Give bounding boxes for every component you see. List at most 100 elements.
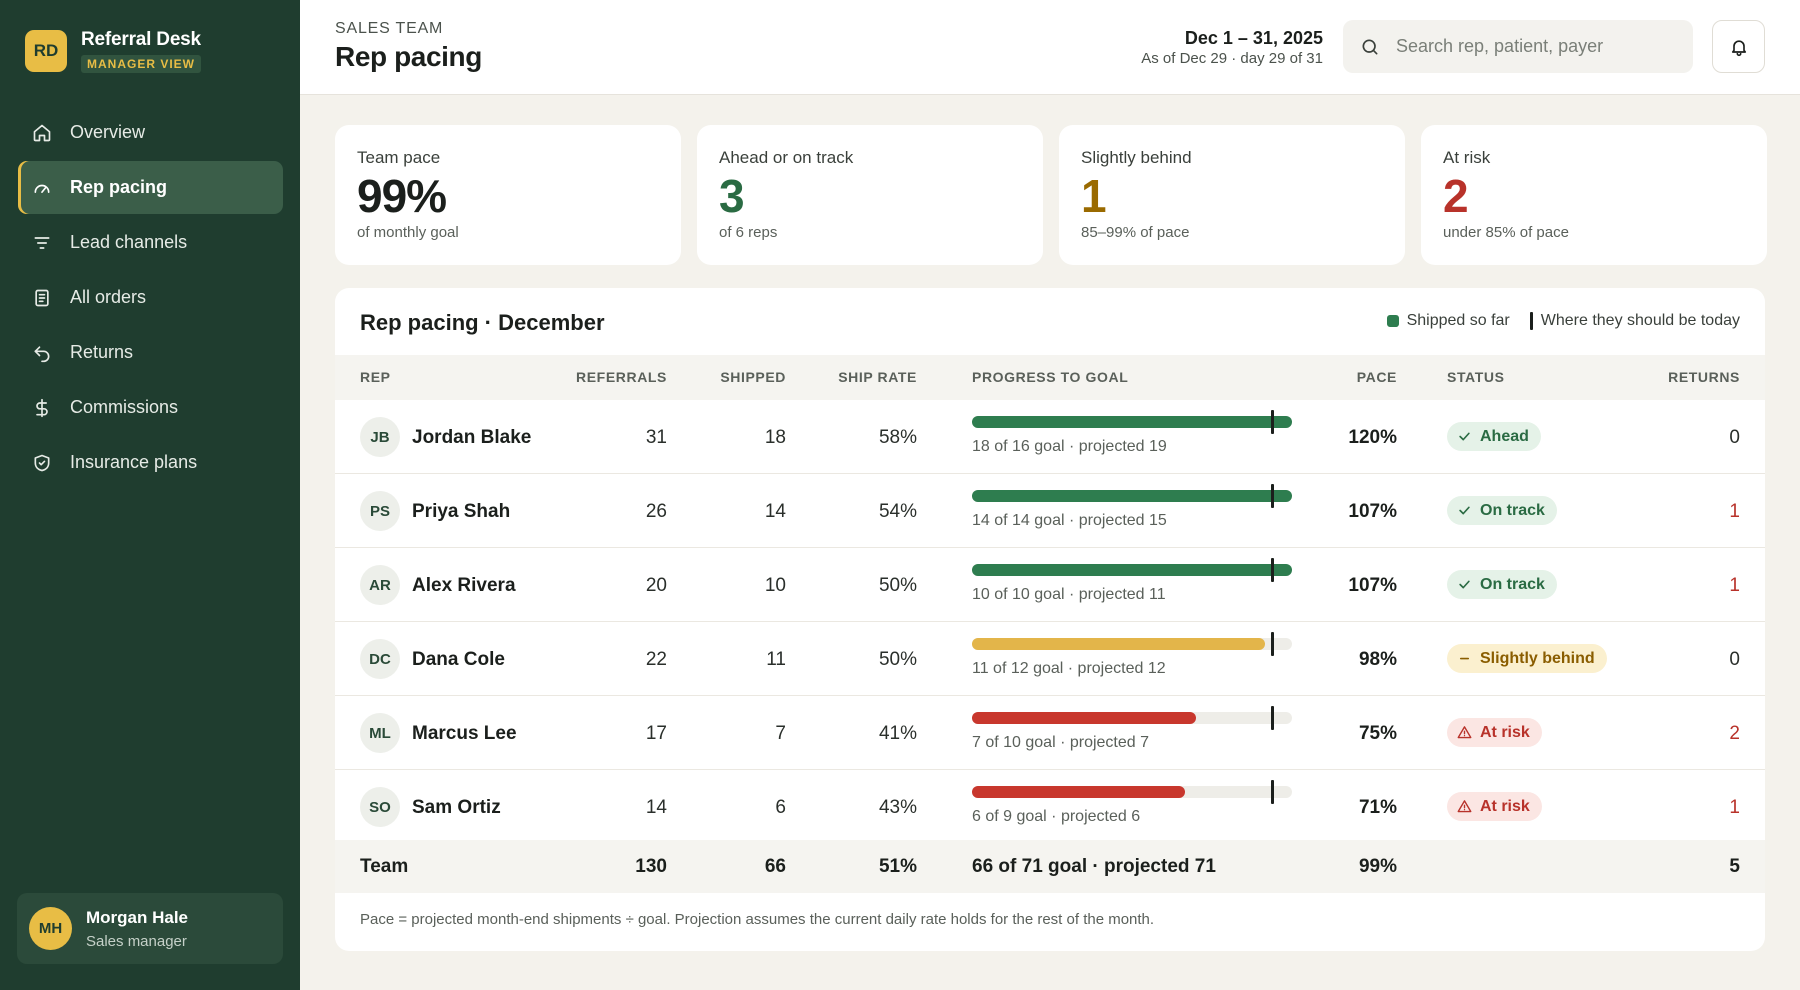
sidebar-item-insurance-plans[interactable]: Insurance plans xyxy=(18,436,283,489)
target-tick-swatch xyxy=(1529,312,1533,330)
col-ship-rate[interactable]: SHIP RATE xyxy=(838,369,917,385)
ship-rate-value: 43% xyxy=(878,797,917,818)
page-title: Rep pacing xyxy=(335,41,482,72)
check-icon xyxy=(1459,506,1470,515)
stat-card-slightly-behind: Slightly behind 1 85–99% of pace xyxy=(1059,125,1405,265)
sidebar-item-label: Commissions xyxy=(70,397,179,417)
team-referrals: 130 xyxy=(635,856,667,877)
progress-fill xyxy=(972,416,1292,428)
user-name: Morgan Hale xyxy=(86,907,189,927)
ship-rate-value: 50% xyxy=(878,649,917,670)
user-card[interactable]: MH Morgan Hale Sales manager xyxy=(17,893,283,964)
col-shipped[interactable]: SHIPPED xyxy=(720,369,786,385)
returns-value: 0 xyxy=(1729,427,1740,448)
brand-logo: RD xyxy=(25,30,67,72)
rep-name[interactable]: Priya Shah xyxy=(412,501,511,522)
filter-icon xyxy=(34,236,50,249)
stat-value: 1 xyxy=(1081,170,1107,222)
status-badge: On track xyxy=(1447,570,1557,599)
search-box[interactable] xyxy=(1343,20,1693,73)
progress-bar xyxy=(972,780,1292,804)
warning-icon xyxy=(1457,800,1472,813)
sidebar-item-rep-pacing[interactable]: Rep pacing xyxy=(18,161,283,214)
pace-value: 120% xyxy=(1348,427,1397,448)
referrals-value: 17 xyxy=(645,723,667,744)
shipped-value: 14 xyxy=(764,501,786,522)
team-returns: 5 xyxy=(1729,856,1740,877)
pace-value: 75% xyxy=(1358,723,1397,744)
referrals-value: 20 xyxy=(645,575,667,596)
team-label: Team xyxy=(360,856,409,877)
return-arrow-icon xyxy=(34,345,50,362)
team-ship-rate: 51% xyxy=(878,856,917,877)
progress-bar xyxy=(972,632,1292,656)
target-marker xyxy=(1271,780,1274,804)
sidebar-item-overview[interactable]: Overview xyxy=(18,106,283,159)
shipped-value: 10 xyxy=(764,575,786,596)
target-marker xyxy=(1271,410,1274,434)
shipped-value: 11 xyxy=(766,649,786,670)
col-rep[interactable]: REP xyxy=(360,369,391,385)
referrals-value: 14 xyxy=(645,797,667,818)
table-row[interactable]: SO Sam Ortiz 14 6 43% 6 of 9 goal · projected… xyxy=(335,770,1765,844)
page-eyebrow: SALES TEAM xyxy=(335,20,444,37)
target-marker xyxy=(1271,706,1274,730)
progress-bar xyxy=(972,706,1292,730)
user-role: Sales manager xyxy=(86,932,187,950)
rep-name[interactable]: Alex Rivera xyxy=(412,575,516,596)
rep-name[interactable]: Marcus Lee xyxy=(412,723,517,744)
table-row[interactable]: ML Marcus Lee 17 7 41% 7 of 10 goal · project… xyxy=(335,696,1765,770)
avatar: AR xyxy=(360,565,400,605)
col-status[interactable]: STATUS xyxy=(1447,369,1505,385)
table-row[interactable]: PS Priya Shah 26 14 54% 14 of 14 goal · proje… xyxy=(335,474,1765,548)
notifications-button[interactable] xyxy=(1712,20,1765,73)
ship-rate-value: 41% xyxy=(878,723,917,744)
team-total-row: Team 130 66 51% 66 of 71 goal · projecte… xyxy=(335,840,1765,893)
search-input[interactable] xyxy=(1396,36,1686,57)
returns-value: 1 xyxy=(1729,501,1740,522)
sidebar-item-all-orders[interactable]: All orders xyxy=(18,271,283,324)
col-progress[interactable]: PROGRESS TO GOAL xyxy=(972,369,1129,385)
avatar: JB xyxy=(360,417,400,457)
table-row[interactable]: DC Dana Cole 22 11 50% 11 of 12 goal · projec… xyxy=(335,622,1765,696)
progress-caption: 18 of 16 goal · projected 19 xyxy=(972,438,1167,455)
stat-sub: of monthly goal xyxy=(357,224,459,241)
sidebar-item-returns[interactable]: Returns xyxy=(18,326,283,379)
warning-icon xyxy=(1457,726,1472,739)
sidebar-item-label: Insurance plans xyxy=(70,452,198,472)
rep-name[interactable]: Sam Ortiz xyxy=(412,797,501,818)
team-progress: 66 of 71 goal · projected 71 xyxy=(972,856,1216,877)
stat-card-team-pace: Team pace 99% of monthly goal xyxy=(335,125,681,265)
status-label: Slightly behind xyxy=(1480,649,1595,667)
sidebar-item-lead-channels[interactable]: Lead channels xyxy=(18,216,283,269)
legend-shipped: Shipped so far xyxy=(1406,312,1510,329)
col-referrals[interactable]: REFERRALS xyxy=(576,369,667,385)
sidebar-item-label: Overview xyxy=(70,122,146,142)
as-of-date: As of Dec 29 · day 29 of 31 xyxy=(1141,50,1323,67)
sidebar: RD Referral Desk MANAGER VIEW Overview R… xyxy=(0,0,300,990)
shipped-value: 6 xyxy=(775,797,786,818)
status-badge: On track xyxy=(1447,496,1557,525)
stat-card-ahead: Ahead or on track 3 of 6 reps xyxy=(697,125,1043,265)
col-pace[interactable]: PACE xyxy=(1356,369,1397,385)
chart-legend: Shipped so far Where they should be toda… xyxy=(1386,312,1740,330)
returns-value: 2 xyxy=(1729,723,1740,744)
progress-caption: 10 of 10 goal · projected 11 xyxy=(972,586,1166,603)
table-row[interactable]: AR Alex Rivera 20 10 50% 10 of 10 goal · proj… xyxy=(335,548,1765,622)
sidebar-item-commissions[interactable]: Commissions xyxy=(18,381,283,434)
progress-caption: 6 of 9 goal · projected 6 xyxy=(972,808,1141,825)
brand[interactable]: RD Referral Desk MANAGER VIEW xyxy=(25,29,201,73)
returns-value: 0 xyxy=(1729,649,1740,670)
table-row[interactable]: JB Jordan Blake 31 18 58% 18 of 16 goal · pro… xyxy=(335,400,1765,474)
progress-fill xyxy=(972,564,1292,576)
dollar-icon xyxy=(36,398,48,417)
col-returns[interactable]: RETURNS xyxy=(1668,369,1740,385)
app-name: Referral Desk xyxy=(81,29,201,50)
target-marker xyxy=(1271,558,1274,582)
rep-name[interactable]: Jordan Blake xyxy=(412,427,532,448)
referrals-value: 22 xyxy=(645,649,667,670)
document-icon xyxy=(35,289,49,306)
rep-name[interactable]: Dana Cole xyxy=(412,649,505,670)
status-badge: Ahead xyxy=(1447,422,1541,451)
table-footnote: Pace = projected month-end shipments ÷ g… xyxy=(360,911,1155,928)
